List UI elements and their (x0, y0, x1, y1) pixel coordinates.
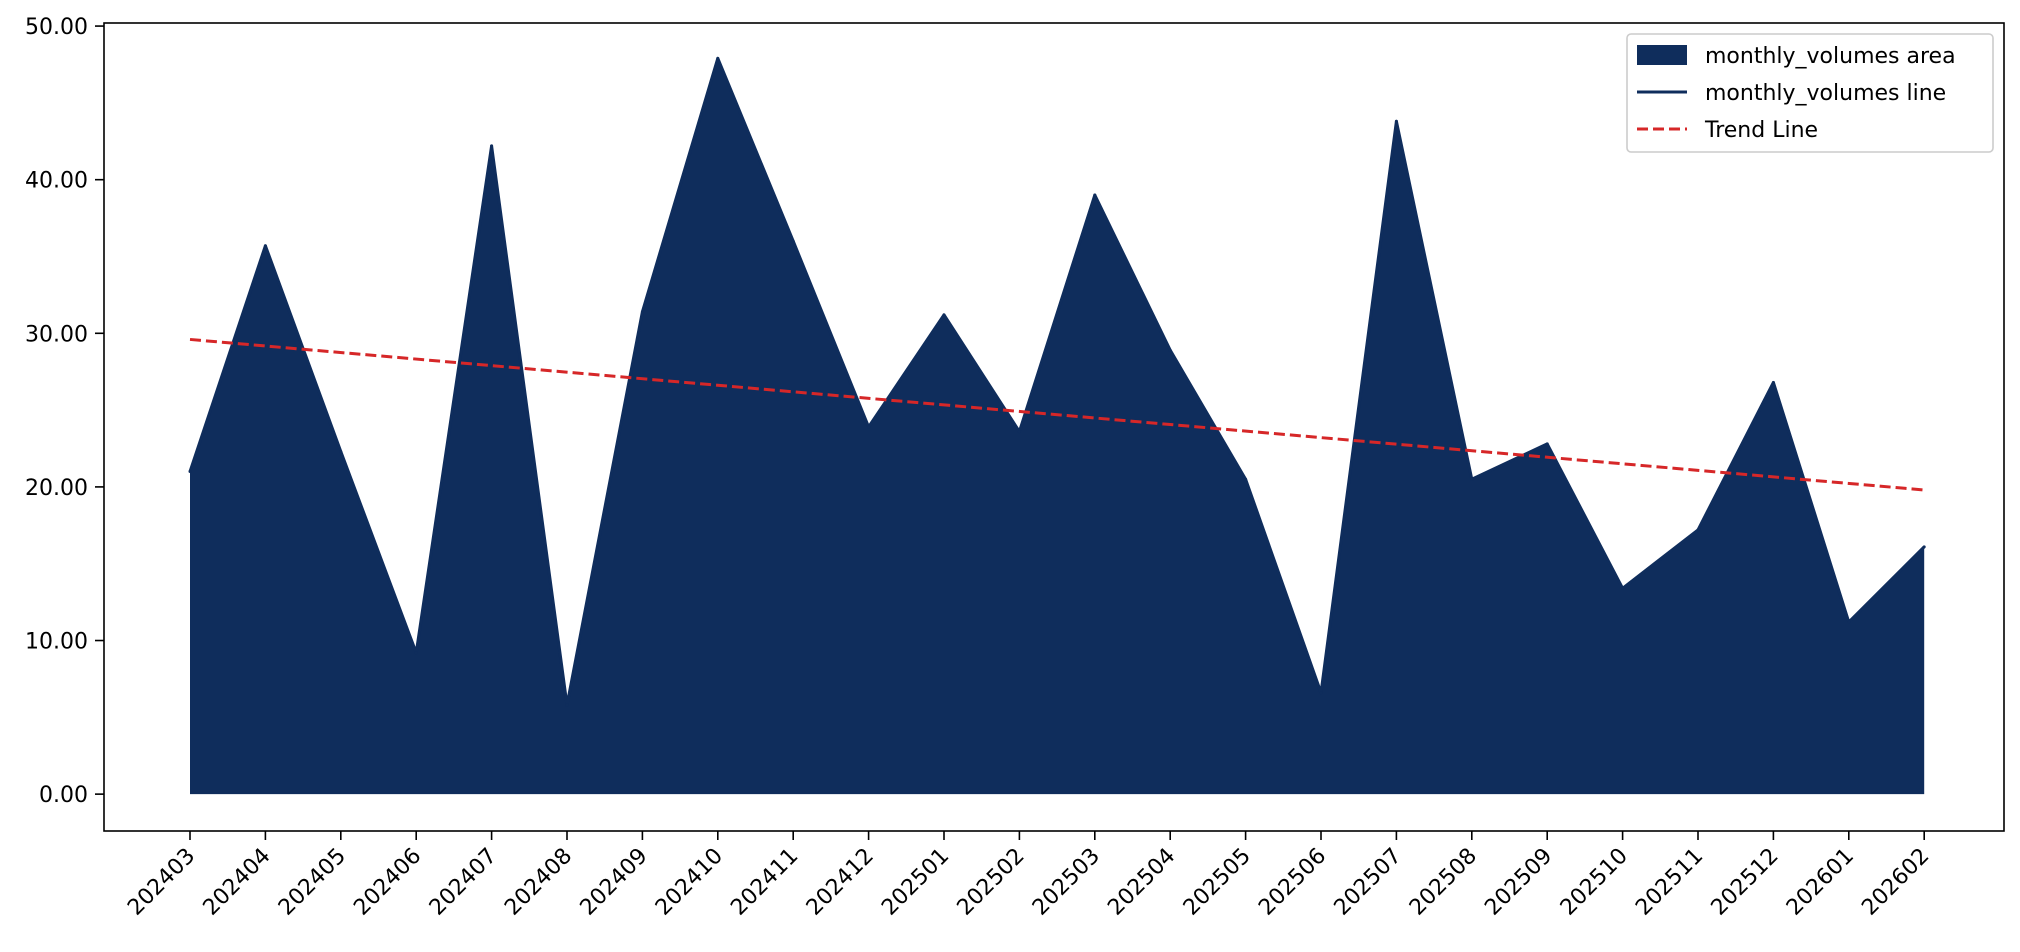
series-line (188, 56, 1926, 707)
legend: monthly_volumes area monthly_volumes line… (1626, 33, 1994, 153)
area-fill (190, 58, 1925, 795)
trend-line (189, 337, 1925, 492)
data-point (791, 239, 795, 243)
x-tick-label: 202504 (1103, 844, 1180, 921)
data-point (188, 470, 192, 474)
y-tick-label: 10.00 (25, 630, 88, 655)
data-point (1394, 119, 1398, 123)
x-tick-label: 202512 (1707, 844, 1784, 921)
plot-frame (103, 22, 2005, 832)
data-point (1545, 442, 1549, 446)
x-tick-label: 202408 (500, 844, 577, 921)
x-tick-label: 202509 (1480, 844, 1557, 921)
x-tick-label: 202407 (425, 844, 502, 921)
data-point (1621, 586, 1625, 590)
data-point (640, 310, 644, 314)
legend-box (1626, 33, 1994, 153)
data-point (414, 651, 418, 655)
data-point (716, 56, 720, 60)
legend-label: monthly_volumes area (1705, 44, 1956, 69)
x-tick-label: 202405 (274, 844, 351, 921)
x-tick-label: 202506 (1254, 844, 1331, 921)
x-tick-label: 202411 (726, 844, 803, 921)
x-tick-label: 202510 (1556, 844, 1633, 921)
y-tick-label: 50.00 (25, 15, 88, 40)
x-tick-label: 202507 (1330, 844, 1407, 921)
x-tick-label: 202501 (877, 844, 954, 921)
data-point (1922, 545, 1926, 549)
legend-swatch-area (1637, 45, 1687, 65)
x-tick-label: 202403 (123, 844, 200, 921)
y-tick-label: 20.00 (25, 476, 88, 501)
data-point (867, 425, 871, 429)
x-tick-label: 202505 (1179, 844, 1256, 921)
data-point (1847, 620, 1851, 624)
data-point (1244, 477, 1248, 481)
data-point (942, 313, 946, 317)
trend-layer (189, 337, 1925, 492)
x-tick-label: 202412 (802, 844, 879, 921)
data-point (490, 144, 494, 148)
x-tick-label: 202404 (199, 844, 276, 921)
data-point (1771, 380, 1775, 384)
y-tick-label: 30.00 (25, 322, 88, 347)
data-point (263, 244, 267, 248)
data-point (1093, 193, 1097, 197)
data-point (1168, 348, 1172, 352)
x-tick-label: 202409 (576, 844, 653, 921)
area-layer (190, 58, 1925, 795)
data-point (1319, 691, 1323, 695)
legend-label: Trend Line (1704, 118, 1818, 143)
x-tick-label: 202602 (1857, 844, 1934, 921)
data-point (339, 450, 343, 454)
x-tick-label: 202406 (349, 844, 426, 921)
y-tick-label: 40.00 (25, 169, 88, 194)
y-tick-label: 0.00 (39, 783, 88, 808)
x-tick-label: 202511 (1631, 844, 1708, 921)
data-point (1470, 477, 1474, 481)
x-tick-label: 202410 (651, 844, 728, 921)
x-tick-label: 202601 (1782, 844, 1859, 921)
x-tick-label: 202502 (953, 844, 1030, 921)
line-layer (188, 56, 1926, 707)
x-tick-label: 202508 (1405, 844, 1482, 921)
data-point (1696, 528, 1700, 532)
data-point (565, 703, 569, 707)
data-point (1017, 430, 1021, 434)
legend-label: monthly_volumes line (1705, 81, 1946, 106)
x-tick-label: 202503 (1028, 844, 1105, 921)
